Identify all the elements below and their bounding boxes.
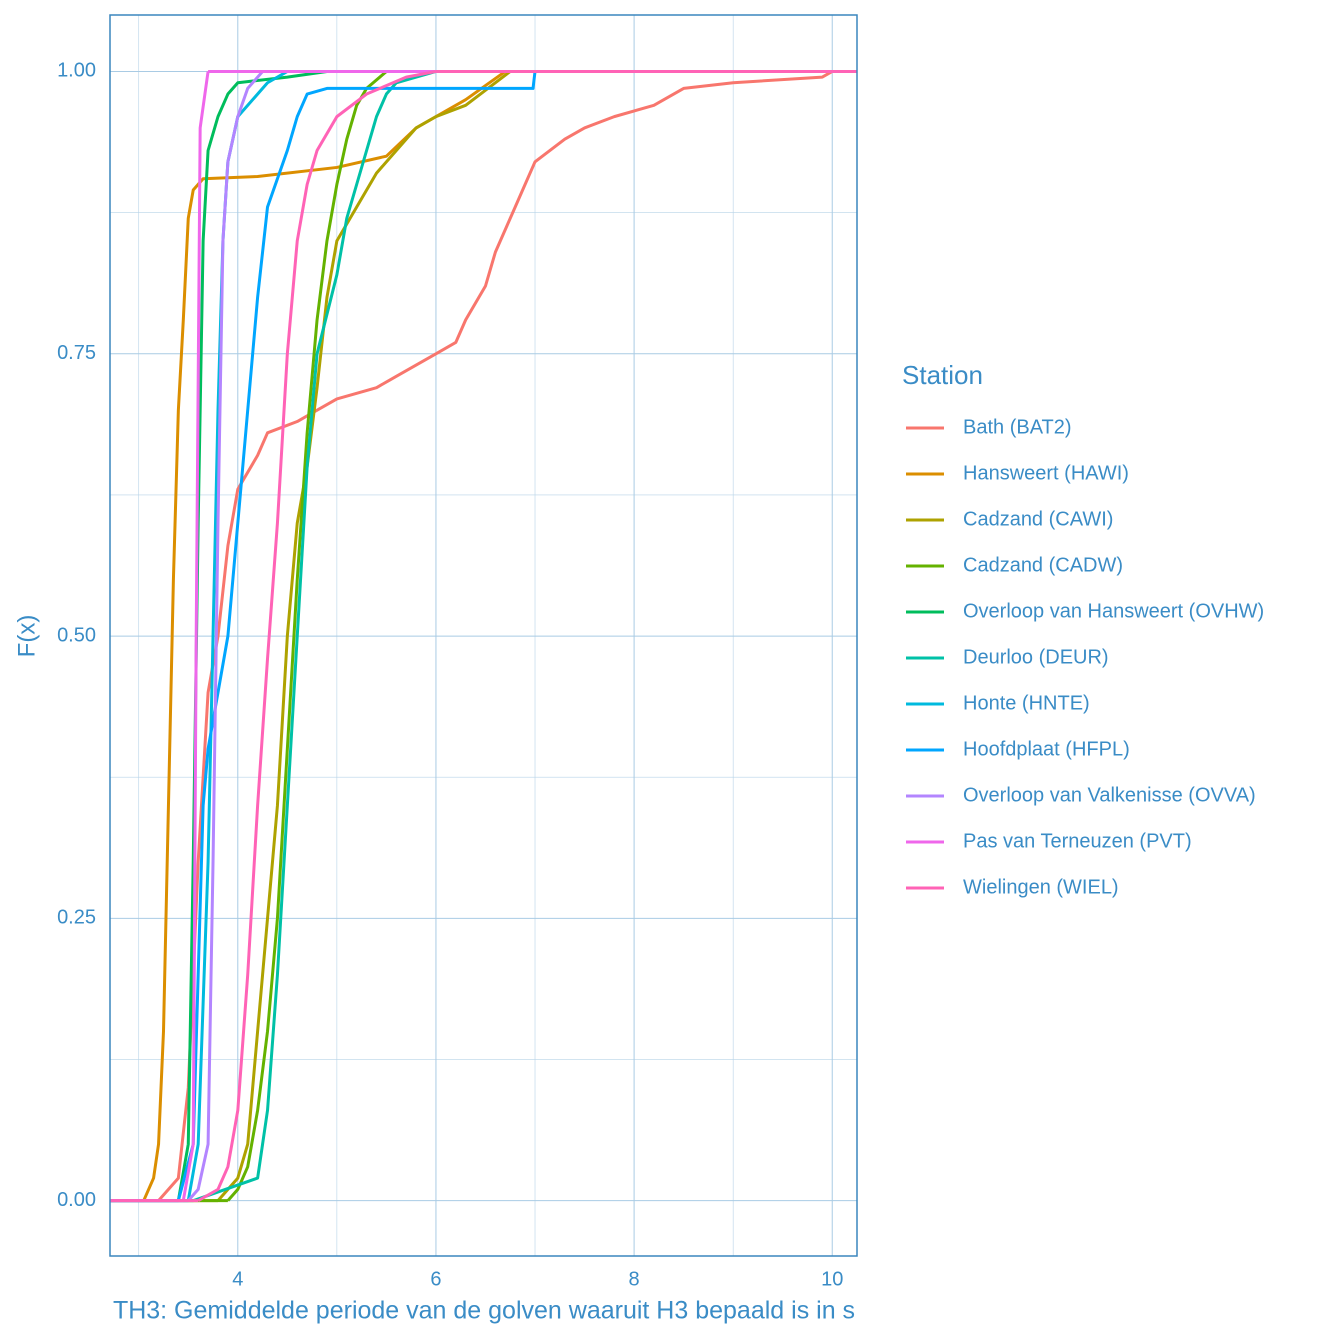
legend-label: Cadzand (CADW): [963, 554, 1123, 576]
x-axis-title: TH3: Gemiddelde periode van de golven wa…: [113, 1297, 855, 1325]
x-tick-label: 4: [232, 1268, 243, 1290]
legend-label: Cadzand (CAWI): [963, 508, 1113, 530]
ecdf-line: [197, 69, 437, 1202]
legend-label: Wielingen (WIEL): [963, 876, 1119, 898]
ecdf-line: [157, 70, 833, 1202]
legend-label: Honte (HNTE): [963, 692, 1090, 714]
y-tick-label: 0.75: [57, 342, 96, 364]
y-tick-label: 0.00: [57, 1189, 96, 1211]
ecdf-line: [226, 70, 388, 1202]
legend-label: Hoofdplaat (HFPL): [963, 738, 1130, 760]
y-axis-title: F(x): [13, 615, 40, 658]
x-tick-label: 10: [821, 1268, 843, 1290]
x-tick-label: 8: [629, 1268, 640, 1290]
ecdf-line: [181, 71, 210, 1201]
ecdf-line: [187, 70, 264, 1202]
ecdf-line: [142, 70, 507, 1202]
ecdf-line: [176, 71, 537, 1202]
legend-label: Deurloo (DEUR): [963, 646, 1109, 668]
legend-label: Bath (BAT2): [963, 416, 1072, 438]
ecdf-line: [216, 70, 512, 1202]
legend-label: Pas van Terneuzen (PVT): [963, 830, 1192, 852]
panel-border: [109, 14, 858, 1257]
legend-label: Hansweert (HAWI): [963, 462, 1129, 484]
legend-title: Station: [902, 360, 983, 390]
legend-label: Overloop van Hansweert (OVHW): [963, 600, 1264, 622]
y-tick-label: 0.25: [57, 907, 96, 929]
ecdf-line: [192, 70, 437, 1203]
y-tick-label: 1.00: [57, 60, 96, 82]
y-tick-label: 0.50: [57, 624, 96, 646]
x-tick-label: 6: [430, 1268, 441, 1290]
legend-label: Overloop van Valkenisse (OVVA): [963, 784, 1256, 806]
